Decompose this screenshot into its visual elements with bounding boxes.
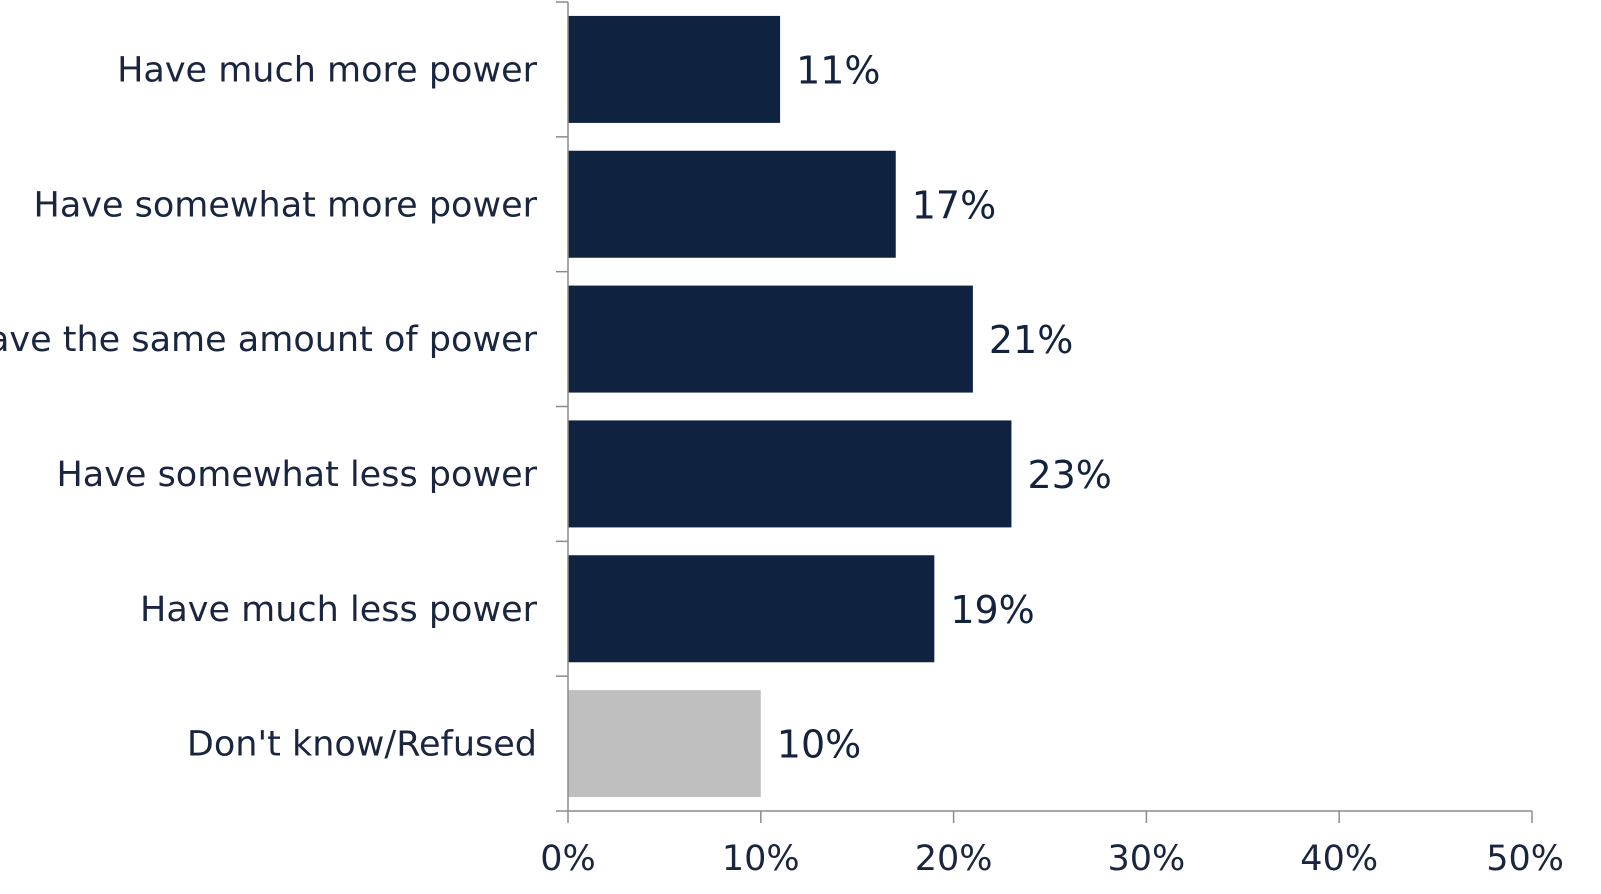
value-label: 23% [1027,453,1111,497]
category-label: Have much more power [117,50,538,90]
x-tick-label: 0% [540,839,596,879]
bars-layer [568,15,1012,798]
labels-layer: Have much more power 11% Have somewhat mor… [0,48,1564,879]
value-label: 10% [777,723,861,767]
category-label: Have somewhat more power [34,185,538,225]
bar [568,420,1012,528]
value-label: 19% [950,588,1034,632]
value-label: 11% [796,48,880,92]
value-label: 17% [912,183,996,227]
bar [568,690,761,798]
bar [568,555,935,663]
category-label: Have the same amount of power [0,320,538,360]
category-label: Have somewhat less power [56,455,537,495]
x-tick-label: 50% [1486,839,1564,879]
axes-layer [556,1,1533,823]
category-label: Don't know/Refused [187,725,537,765]
x-tick-label: 20% [915,839,993,879]
bar [568,15,781,123]
value-label: 21% [989,318,1073,362]
x-tick-label: 30% [1108,839,1186,879]
category-label: Have much less power [140,590,538,630]
bar [568,285,973,393]
bar [568,150,896,258]
x-tick-label: 40% [1300,839,1378,879]
x-tick-label: 10% [722,839,800,879]
